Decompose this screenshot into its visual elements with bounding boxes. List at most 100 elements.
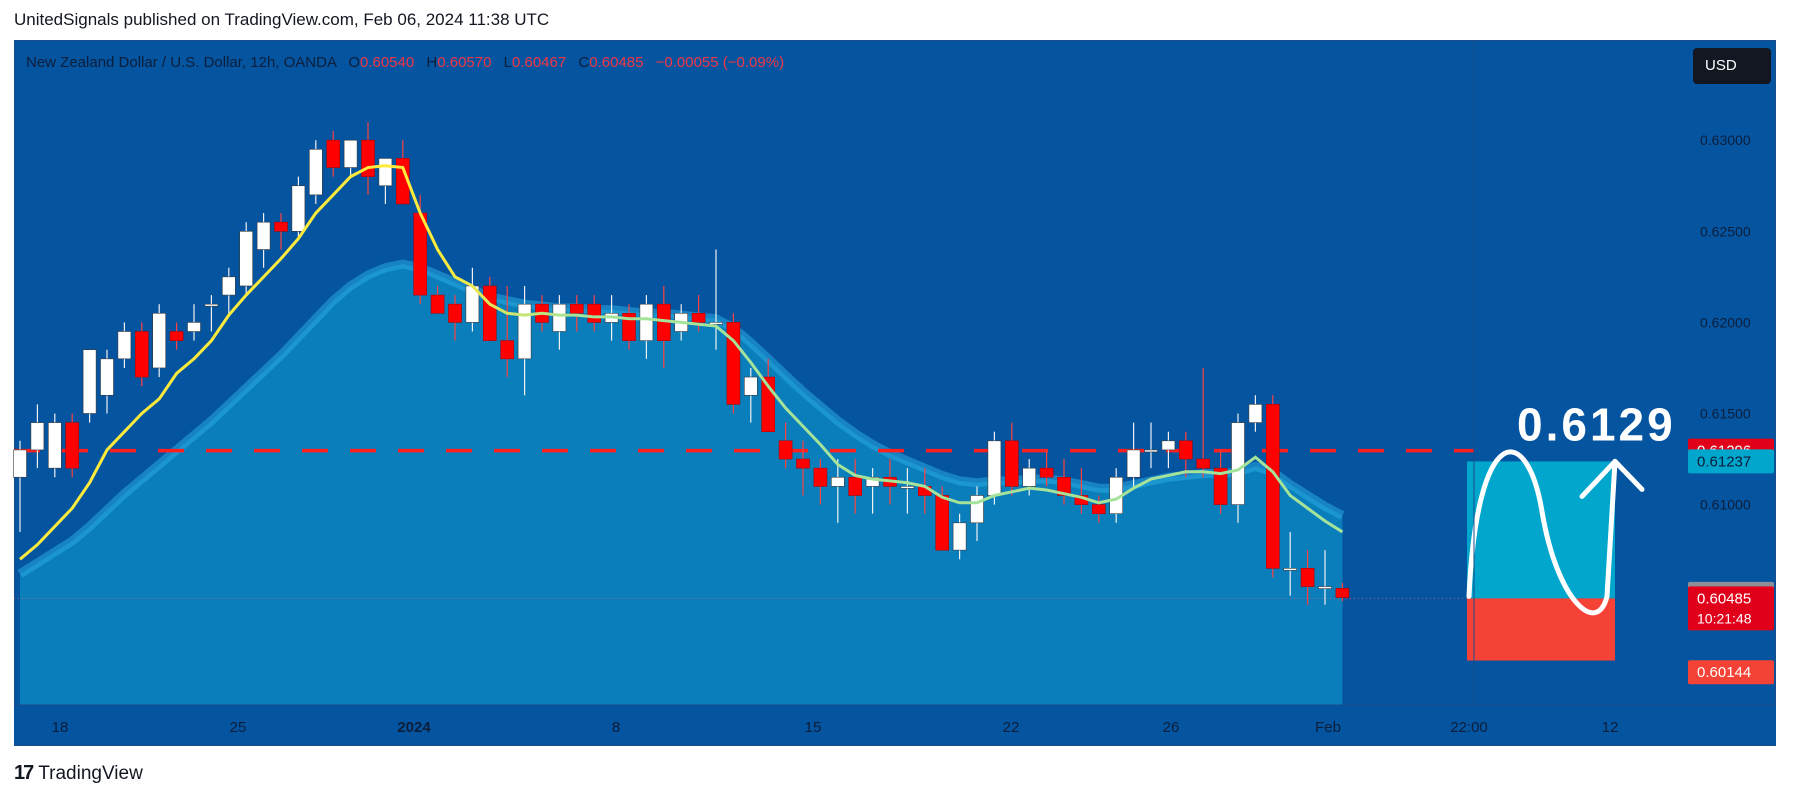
x-tick-label: 26 bbox=[1163, 719, 1180, 736]
brand-name[interactable]: TradingView bbox=[38, 762, 143, 784]
candle-body[interactable] bbox=[865, 476, 880, 487]
candle-body[interactable] bbox=[274, 221, 288, 232]
time-axis-bg bbox=[14, 705, 1776, 745]
x-tick-label: 22:00 bbox=[1450, 719, 1488, 736]
candle-body[interactable] bbox=[569, 303, 584, 314]
x-tick-label: 25 bbox=[230, 719, 247, 736]
candle-body[interactable] bbox=[813, 467, 828, 487]
publisher-line: UnitedSignals published on TradingView.c… bbox=[14, 10, 550, 29]
candle-body[interactable] bbox=[709, 322, 723, 325]
x-tick-label: Feb bbox=[1315, 719, 1341, 736]
candle-body[interactable] bbox=[82, 349, 97, 414]
candle-body[interactable] bbox=[743, 376, 758, 396]
change-value: −0.00055 (−0.09%) bbox=[655, 54, 785, 71]
candle-body[interactable] bbox=[1004, 440, 1019, 487]
candle-body[interactable] bbox=[343, 139, 358, 168]
stop-price-label-bg bbox=[1688, 660, 1774, 685]
candle-body[interactable] bbox=[1300, 568, 1315, 587]
candle-body[interactable] bbox=[796, 458, 810, 469]
symbol-title[interactable]: New Zealand Dollar / U.S. Dollar, 12h, O… bbox=[26, 54, 337, 71]
ma-price-label: 0.61237 bbox=[1697, 453, 1751, 470]
currency-button[interactable]: USD bbox=[1693, 48, 1771, 84]
candle-body[interactable] bbox=[517, 303, 532, 360]
candle-body[interactable] bbox=[900, 486, 915, 489]
candle-body[interactable] bbox=[47, 422, 62, 469]
candle-body[interactable] bbox=[987, 440, 1002, 496]
candle-body[interactable] bbox=[1318, 586, 1332, 589]
y-tick-label: 0.63000 bbox=[1700, 132, 1751, 148]
candle-body[interactable] bbox=[1266, 404, 1280, 569]
candle-body[interactable] bbox=[482, 285, 497, 341]
candle-body[interactable] bbox=[65, 422, 79, 469]
candle-body[interactable] bbox=[308, 149, 323, 196]
candle-body[interactable] bbox=[100, 358, 114, 396]
candle-body[interactable] bbox=[430, 294, 445, 314]
candle-body[interactable] bbox=[639, 303, 654, 341]
x-tick-label: 18 bbox=[52, 719, 69, 736]
candle-body[interactable] bbox=[256, 221, 271, 250]
candle-body[interactable] bbox=[1248, 404, 1263, 423]
candle-body[interactable] bbox=[222, 276, 236, 296]
candle-body[interactable] bbox=[378, 158, 393, 187]
tradingview-logo-icon[interactable]: 17 bbox=[14, 762, 34, 784]
candle-body[interactable] bbox=[1144, 449, 1158, 453]
candle-body[interactable] bbox=[204, 303, 219, 307]
candle-body[interactable] bbox=[952, 522, 967, 551]
candle-body[interactable] bbox=[169, 331, 184, 341]
candle-body[interactable] bbox=[1126, 449, 1141, 478]
candle-body[interactable] bbox=[552, 303, 567, 332]
candle-body[interactable] bbox=[726, 322, 741, 405]
candle-body[interactable] bbox=[152, 312, 166, 369]
candle-body[interactable] bbox=[848, 476, 863, 496]
candle-body[interactable] bbox=[13, 449, 27, 478]
candle-body[interactable] bbox=[1092, 504, 1106, 514]
arrow-up-icon bbox=[1579, 458, 1645, 499]
stop-price-label: 0.60144 bbox=[1697, 664, 1751, 681]
candle-body[interactable] bbox=[1231, 422, 1245, 505]
candle-body[interactable] bbox=[778, 440, 793, 460]
y-tick-label: 0.62000 bbox=[1700, 314, 1751, 330]
open-label: O bbox=[348, 54, 360, 71]
candle-body[interactable] bbox=[291, 185, 306, 232]
candle-body[interactable] bbox=[1057, 476, 1071, 496]
open-value: 0.60540 bbox=[359, 54, 415, 71]
x-tick-label: 12 bbox=[1602, 719, 1619, 736]
ma-price-label-bg bbox=[1688, 449, 1774, 474]
candle-body[interactable] bbox=[448, 303, 462, 323]
candle-body[interactable] bbox=[30, 422, 45, 451]
candle-body[interactable] bbox=[691, 312, 706, 323]
candle-body[interactable] bbox=[1161, 440, 1176, 451]
candle-body[interactable] bbox=[239, 231, 253, 287]
candle-body[interactable] bbox=[830, 476, 845, 487]
y-tick-label: 0.62500 bbox=[1700, 223, 1751, 239]
slow-ma-area bbox=[20, 264, 1343, 705]
x-tick-label: 15 bbox=[805, 719, 822, 736]
candle-body[interactable] bbox=[587, 303, 602, 323]
low-label: L bbox=[503, 54, 512, 71]
stop-zone[interactable] bbox=[1467, 598, 1615, 661]
candle-body[interactable] bbox=[935, 495, 950, 551]
candle-body[interactable] bbox=[117, 331, 132, 360]
projection-curve[interactable] bbox=[1466, 449, 1618, 616]
candle-body[interactable] bbox=[1335, 588, 1350, 598]
x-tick-label: 2024 bbox=[397, 719, 431, 736]
candle-body[interactable] bbox=[1022, 467, 1037, 487]
candle-body[interactable] bbox=[500, 340, 515, 360]
close-label: C bbox=[578, 54, 590, 71]
candle-body[interactable] bbox=[187, 322, 201, 332]
high-label: H bbox=[426, 54, 438, 71]
candle-body[interactable] bbox=[135, 331, 149, 378]
symbol-legend: New Zealand Dollar / U.S. Dollar, 12h, O… bbox=[26, 54, 784, 71]
price-chart[interactable]: 0.6129 0.61000 0.61500 0.62000 0.62500 0.6300… bbox=[0, 0, 1793, 760]
candle-body[interactable] bbox=[1179, 440, 1193, 460]
footer: 17 TradingView bbox=[14, 762, 143, 785]
close-value: 0.60485 bbox=[589, 54, 644, 71]
candle-body[interactable] bbox=[1039, 467, 1054, 478]
candle-body[interactable] bbox=[1213, 467, 1228, 505]
current-price-label: 0.60485 bbox=[1697, 590, 1751, 607]
high-value: 0.60570 bbox=[437, 54, 492, 71]
candle-body[interactable] bbox=[1283, 568, 1297, 571]
current-price-bg bbox=[1688, 586, 1774, 631]
candle-body[interactable] bbox=[326, 139, 341, 168]
candle-body[interactable] bbox=[1196, 458, 1210, 469]
